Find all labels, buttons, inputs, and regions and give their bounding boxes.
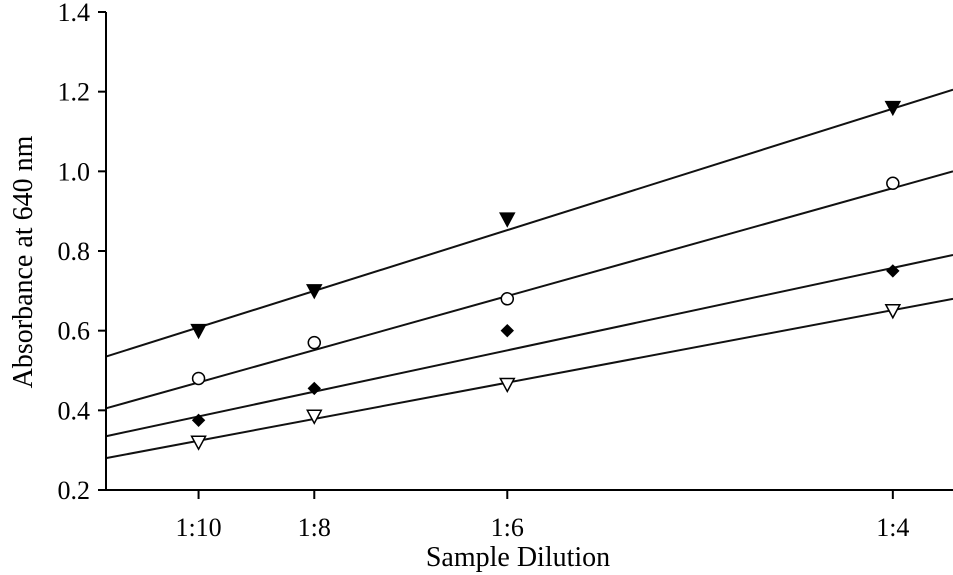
data-point-series-1 [884, 100, 902, 117]
data-point-series-2 [886, 176, 900, 191]
y-tick-label: 1.2 [58, 78, 91, 107]
data-point-series-4 [884, 304, 902, 320]
y-tick-label: 0.8 [58, 237, 91, 266]
x-axis-title: Sample Dilution [426, 542, 610, 573]
y-tick-label: 0.6 [58, 317, 91, 346]
data-point-series-3 [886, 264, 900, 278]
x-tick-label: 1:4 [876, 513, 909, 542]
data-point-series-2 [307, 335, 322, 350]
fit-line-series-1 [105, 88, 953, 358]
data-point-series-4 [306, 409, 323, 425]
y-axis-ticks: 0.2 0.4 0.6 0.8 1.0 1.2 1.4 [58, 0, 106, 505]
data-point-series-2 [191, 371, 206, 386]
fit-lines [105, 88, 953, 460]
y-tick-label: 1.0 [58, 157, 91, 186]
data-point-series-1 [499, 212, 516, 228]
data-point-series-3 [191, 413, 206, 427]
fit-line-series-2 [105, 170, 953, 410]
y-tick-label: 0.4 [58, 396, 91, 425]
data-points [190, 100, 902, 451]
x-tick-label: 1:10 [175, 513, 221, 542]
data-point-series-1 [190, 323, 207, 340]
data-point-series-4 [190, 435, 207, 451]
data-point-series-3 [307, 381, 321, 396]
fit-line-series-3 [105, 254, 953, 438]
y-tick-label: 1.4 [58, 0, 91, 27]
data-point-series-3 [500, 323, 514, 338]
data-point-series-4 [499, 377, 516, 394]
data-point-series-2 [500, 292, 515, 306]
y-axis-title: Absorbance at 640 nm [8, 135, 39, 388]
x-tick-label: 1:8 [298, 513, 331, 542]
y-tick-label: 0.2 [58, 476, 91, 505]
data-point-series-1 [306, 284, 323, 300]
x-axis-ticks: 1:10 1:8 1:6 1:4 [175, 490, 909, 542]
x-tick-label: 1:6 [491, 513, 524, 542]
fit-line-series-4 [105, 297, 953, 460]
